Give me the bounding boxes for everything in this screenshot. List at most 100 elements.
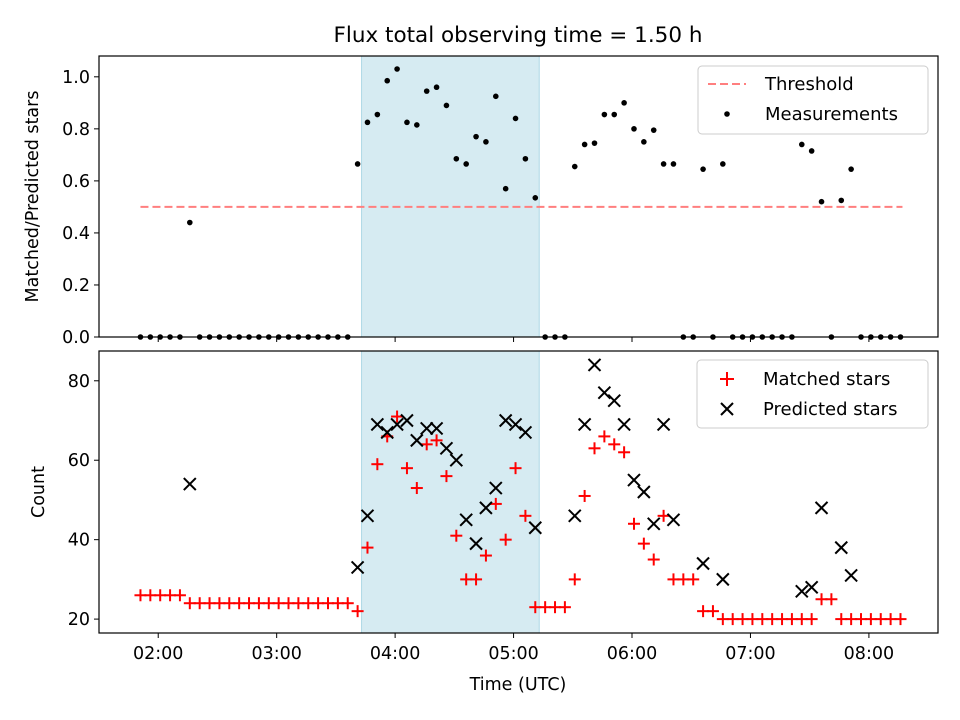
chart-title: Flux total observing time = 1.50 h <box>334 23 703 48</box>
predicted-star-marker <box>360 509 375 523</box>
y-tick-label: 20 <box>68 610 90 630</box>
predicted-star-marker <box>528 521 542 535</box>
matched-star-marker <box>687 573 700 586</box>
y-tick-label: 0.2 <box>62 276 90 296</box>
matched-star-marker <box>608 438 621 451</box>
measurement-point <box>502 185 509 192</box>
y-tick-label: 0.0 <box>62 328 90 348</box>
predicted-star-marker <box>518 425 533 440</box>
matched-star-marker <box>627 517 640 530</box>
measurement-point <box>650 127 657 133</box>
legend-predicted-swatch <box>720 402 734 416</box>
y-tick-label: 40 <box>68 531 90 551</box>
measurement-point <box>660 161 667 167</box>
measurement-point <box>414 122 420 128</box>
measurement-point <box>463 161 469 167</box>
ratio-y-ticks: 0.0 0.2 0.4 0.6 0.8 1.0 <box>62 68 99 348</box>
measurement-point <box>433 84 440 91</box>
matched-star-marker <box>578 489 591 502</box>
predicted-star-marker <box>429 421 444 436</box>
observing-window-shade <box>361 55 540 338</box>
matched-star-marker <box>598 430 611 443</box>
predicted-star-marker <box>795 584 809 599</box>
predicted-star-marker <box>814 501 829 515</box>
matched-star-marker <box>400 462 413 475</box>
predicted-star-marker <box>439 441 454 456</box>
matched-star-marker <box>499 533 512 546</box>
matched-star-marker <box>470 573 483 586</box>
ratio-x-ticks <box>157 337 870 342</box>
matched-star-marker <box>588 442 601 455</box>
matched-star-marker <box>430 434 443 447</box>
x-tick-label: 02:00 <box>133 644 183 664</box>
matched-star-points <box>134 410 907 626</box>
legend-measurements-swatch <box>724 111 730 117</box>
predicted-star-marker <box>607 393 621 408</box>
x-tick-label: 05:00 <box>488 644 538 664</box>
predicted-star-marker <box>370 417 385 432</box>
predicted-star-marker <box>459 513 473 527</box>
x-tick-label: 08:00 <box>844 644 894 664</box>
ratio-legend: Threshold Measurements <box>697 65 929 135</box>
matched-star-marker <box>371 458 384 471</box>
matched-star-marker <box>657 509 670 522</box>
measurement-point <box>483 139 489 145</box>
measurement-point <box>354 161 361 167</box>
matched-star-marker <box>479 549 492 562</box>
legend-matched-swatch <box>720 372 734 386</box>
matched-star-marker <box>805 613 818 626</box>
predicted-star-marker <box>508 417 523 432</box>
measurement-point <box>374 111 381 118</box>
measurement-point <box>601 111 608 118</box>
observing-window-shade <box>361 350 540 634</box>
x-tick-label: 04:00 <box>370 644 420 664</box>
measurement-point <box>394 66 400 72</box>
matched-star-marker <box>618 446 631 459</box>
legend-threshold-label: Threshold <box>764 74 854 95</box>
measurement-point <box>611 111 618 118</box>
matched-star-marker <box>825 593 838 606</box>
predicted-star-marker <box>479 501 493 515</box>
legend-predicted-label: Predicted stars <box>763 399 897 420</box>
predicted-star-marker <box>489 481 503 495</box>
ratio-axes-frame <box>98 55 939 338</box>
x-axis-label: Time (UTC) <box>469 675 567 695</box>
y-tick-label: 0.6 <box>62 172 90 192</box>
matched-star-marker <box>647 553 660 566</box>
measurement-point <box>631 126 637 132</box>
measurement-point <box>621 100 627 106</box>
legend-matched-label: Matched stars <box>763 369 890 390</box>
count-legend: Matched stars Predicted stars <box>696 359 929 429</box>
measurement-point <box>384 77 391 84</box>
matched-star-marker <box>450 529 463 542</box>
ratio-panel: 0.0 0.2 0.4 0.6 0.8 1.0 Matched/Predicted sta… <box>23 55 939 348</box>
measurement-point <box>443 102 450 109</box>
y-tick-label: 80 <box>68 372 90 392</box>
predicted-star-marker <box>617 417 631 432</box>
predicted-star-marker <box>410 433 424 448</box>
measurement-point <box>453 155 460 162</box>
predicted-star-marker <box>498 413 513 428</box>
y-tick-label: 0.4 <box>62 224 90 244</box>
matched-star-marker <box>361 541 374 554</box>
measurement-point <box>700 166 706 172</box>
matched-star-marker <box>410 482 423 495</box>
matched-star-marker <box>341 597 354 610</box>
measurement-point <box>591 140 598 146</box>
predicted-star-marker <box>647 517 661 531</box>
measurement-point <box>571 163 578 170</box>
measurement-point <box>473 133 479 140</box>
predicted-star-points <box>183 358 858 599</box>
predicted-star-marker <box>577 417 592 432</box>
predicted-star-marker <box>597 385 612 400</box>
predicted-star-marker <box>183 477 197 491</box>
count-y-label: Count <box>29 466 49 518</box>
predicted-star-marker <box>804 580 819 595</box>
measurement-point <box>532 195 539 201</box>
matched-star-marker <box>568 573 581 586</box>
count-y-ticks: 20 40 60 80 <box>68 372 99 630</box>
predicted-star-marker <box>587 358 602 372</box>
predicted-star-marker <box>390 417 404 432</box>
measurement-point <box>818 198 825 205</box>
